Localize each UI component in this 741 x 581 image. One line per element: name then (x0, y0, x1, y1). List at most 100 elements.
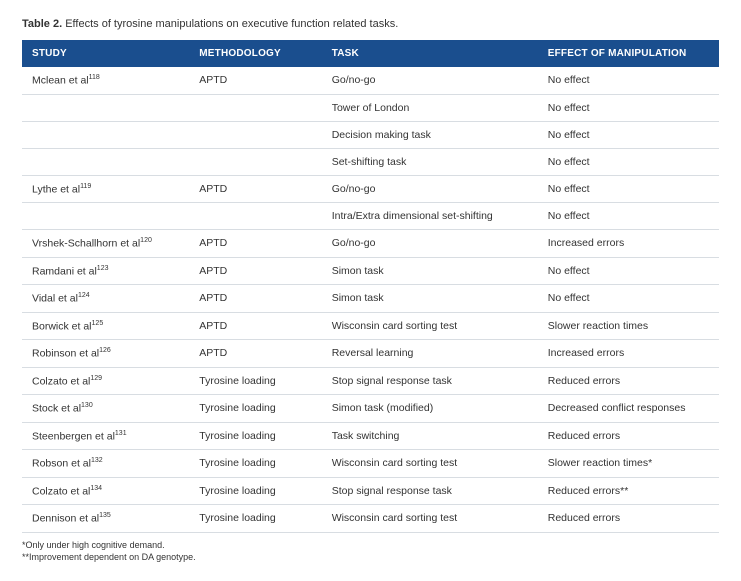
cell-study: Colzato et al129 (22, 367, 189, 395)
ref-sup: 125 (92, 320, 104, 327)
cell-task: Set-shifting task (322, 148, 538, 175)
table-row: Robson et al132Tyrosine loadingWisconsin… (22, 450, 719, 478)
ref-sup: 132 (91, 457, 103, 464)
ref-sup: 126 (99, 347, 111, 354)
cell-study: Lythe et al119 (22, 175, 189, 203)
cell-effect: No effect (538, 257, 719, 285)
cell-task: Task switching (322, 422, 538, 450)
col-header-2: TASK (322, 40, 538, 67)
col-header-0: STUDY (22, 40, 189, 67)
cell-task: Stop signal response task (322, 367, 538, 395)
cell-study: Vrshek-Schallhorn et al120 (22, 230, 189, 258)
cell-effect: Reduced errors (538, 367, 719, 395)
cell-study: Steenbergen et al131 (22, 422, 189, 450)
cell-effect: Reduced errors** (538, 477, 719, 505)
cell-effect: Reduced errors (538, 422, 719, 450)
ref-sup: 129 (90, 375, 102, 382)
cell-methodology: Tyrosine loading (189, 450, 321, 478)
cell-study (22, 148, 189, 175)
table-row: Intra/Extra dimensional set-shiftingNo e… (22, 203, 719, 230)
table-row: Robinson et al126APTDReversal learningIn… (22, 340, 719, 368)
cell-methodology: APTD (189, 67, 321, 94)
cell-methodology (189, 94, 321, 121)
cell-methodology: APTD (189, 175, 321, 203)
cell-effect: Slower reaction times* (538, 450, 719, 478)
table-row: Steenbergen et al131Tyrosine loadingTask… (22, 422, 719, 450)
cell-effect: No effect (538, 175, 719, 203)
cell-effect: Increased errors (538, 340, 719, 368)
cell-effect: Slower reaction times (538, 312, 719, 340)
ref-sup: 124 (78, 292, 90, 299)
cell-task: Go/no-go (322, 67, 538, 94)
ref-sup: 134 (90, 485, 102, 492)
cell-effect: Decreased conflict responses (538, 395, 719, 423)
cell-task: Decision making task (322, 121, 538, 148)
cell-effect: No effect (538, 94, 719, 121)
table-caption: Table 2. Effects of tyrosine manipulatio… (22, 18, 719, 30)
cell-effect: No effect (538, 148, 719, 175)
cell-methodology: Tyrosine loading (189, 395, 321, 423)
table-row: Colzato et al134Tyrosine loadingStop sig… (22, 477, 719, 505)
cell-study: Stock et al130 (22, 395, 189, 423)
ref-sup: 123 (97, 265, 109, 272)
ref-sup: 119 (80, 183, 91, 190)
cell-task: Reversal learning (322, 340, 538, 368)
table-caption-text: Effects of tyrosine manipulations on exe… (65, 18, 398, 30)
ref-sup: 131 (115, 430, 127, 437)
ref-sup: 130 (81, 402, 93, 409)
cell-task: Simon task (322, 257, 538, 285)
cell-study (22, 203, 189, 230)
table-row: Lythe et al119APTDGo/no-goNo effect (22, 175, 719, 203)
cell-task: Go/no-go (322, 175, 538, 203)
cell-task: Simon task (322, 285, 538, 313)
table-footnotes: *Only under high cognitive demand.**Impr… (22, 539, 719, 563)
cell-methodology: APTD (189, 285, 321, 313)
ref-sup: 135 (99, 512, 111, 519)
table-row: Borwick et al125APTDWisconsin card sorti… (22, 312, 719, 340)
ref-sup: 120 (140, 237, 152, 244)
table-header-row: STUDYMETHODOLOGYTASKEFFECT OF MANIPULATI… (22, 40, 719, 67)
footnote-1: **Improvement dependent on DA genotype. (22, 551, 719, 563)
cell-study: Vidal et al124 (22, 285, 189, 313)
table-row: Vidal et al124APTDSimon taskNo effect (22, 285, 719, 313)
cell-effect: Increased errors (538, 230, 719, 258)
cell-methodology: Tyrosine loading (189, 367, 321, 395)
col-header-3: EFFECT OF MANIPULATION (538, 40, 719, 67)
table-row: Vrshek-Schallhorn et al120APTDGo/no-goIn… (22, 230, 719, 258)
cell-study: Robinson et al126 (22, 340, 189, 368)
cell-methodology (189, 121, 321, 148)
table-row: Stock et al130Tyrosine loadingSimon task… (22, 395, 719, 423)
table-row: Set-shifting taskNo effect (22, 148, 719, 175)
table-body: Mclean et al118APTDGo/no-goNo effectTowe… (22, 67, 719, 532)
cell-study (22, 94, 189, 121)
cell-study: Colzato et al134 (22, 477, 189, 505)
cell-methodology: APTD (189, 340, 321, 368)
cell-task: Simon task (modified) (322, 395, 538, 423)
cell-methodology: Tyrosine loading (189, 422, 321, 450)
table-row: Colzato et al129Tyrosine loadingStop sig… (22, 367, 719, 395)
cell-study: Borwick et al125 (22, 312, 189, 340)
footnote-0: *Only under high cognitive demand. (22, 539, 719, 551)
table-row: Decision making taskNo effect (22, 121, 719, 148)
cell-task: Wisconsin card sorting test (322, 450, 538, 478)
cell-study (22, 121, 189, 148)
table-caption-label: Table 2. (22, 18, 62, 30)
cell-methodology: APTD (189, 312, 321, 340)
cell-task: Intra/Extra dimensional set-shifting (322, 203, 538, 230)
table-row: Mclean et al118APTDGo/no-goNo effect (22, 67, 719, 94)
cell-methodology: APTD (189, 230, 321, 258)
cell-methodology (189, 148, 321, 175)
table-row: Ramdani et al123APTDSimon taskNo effect (22, 257, 719, 285)
cell-study: Ramdani et al123 (22, 257, 189, 285)
cell-effect: No effect (538, 203, 719, 230)
col-header-1: METHODOLOGY (189, 40, 321, 67)
table-row: Dennison et al135Tyrosine loadingWiscons… (22, 505, 719, 533)
cell-task: Go/no-go (322, 230, 538, 258)
cell-task: Wisconsin card sorting test (322, 312, 538, 340)
cell-methodology: APTD (189, 257, 321, 285)
cell-task: Stop signal response task (322, 477, 538, 505)
ref-sup: 118 (89, 74, 100, 81)
cell-study: Robson et al132 (22, 450, 189, 478)
cell-task: Wisconsin card sorting test (322, 505, 538, 533)
table-row: Tower of LondonNo effect (22, 94, 719, 121)
